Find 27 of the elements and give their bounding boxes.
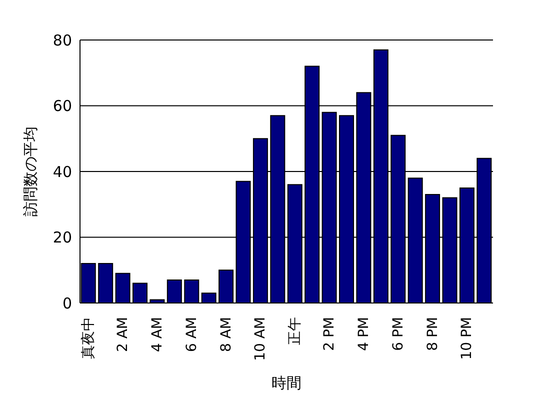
bar: [201, 292, 216, 303]
y-axis-title: 訪問数の平均: [21, 126, 40, 216]
x-tick-label: 2 AM: [115, 317, 132, 352]
x-axis-title: 時間: [272, 374, 302, 392]
bar: [98, 263, 114, 303]
bar: [150, 299, 165, 303]
x-tick-label: 6 AM: [184, 317, 200, 352]
x-tick-label: 4 PM: [356, 317, 372, 351]
y-tick-label: 60: [52, 97, 72, 116]
bar: [184, 279, 200, 303]
y-tick-label: 0: [62, 294, 72, 312]
bar: [166, 279, 182, 303]
x-tick-label: 10 PM: [459, 317, 476, 360]
x-tick-label: 10 AM: [252, 317, 269, 361]
x-tick-label: 正午: [287, 317, 304, 345]
bar: [132, 282, 148, 303]
x-tick-label: 2 PM: [322, 317, 338, 351]
bar: [115, 272, 130, 303]
y-tick-label: 40: [52, 162, 72, 181]
x-tick-label: 8 AM: [218, 317, 234, 352]
x-tick-label: 6 PM: [390, 317, 406, 351]
x-tick-label: 真夜中: [80, 317, 97, 359]
bar: [218, 270, 234, 303]
y-tick-label: 80: [52, 31, 72, 50]
y-tick-label: 20: [52, 228, 72, 247]
x-tick-label: 4 AM: [149, 317, 166, 352]
x-tick-label: 8 PM: [424, 317, 441, 351]
